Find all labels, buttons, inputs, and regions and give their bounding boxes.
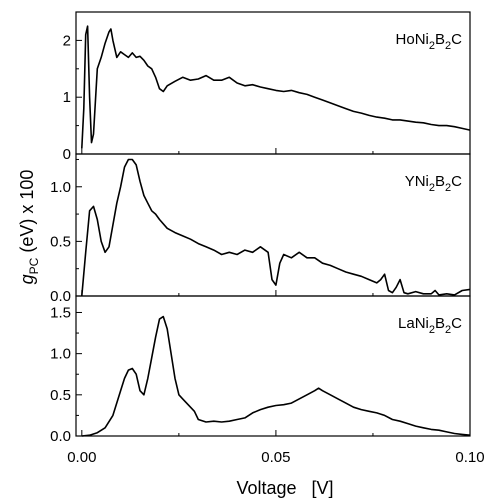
y-axis-title-sub: PC <box>27 257 41 274</box>
panel-2-label: YNi2B2C <box>405 173 462 194</box>
panel-1-series-line <box>81 25 471 149</box>
panel-3-label-part-3: 2 <box>445 324 451 336</box>
xtick-label-1: 0.05 <box>261 449 290 466</box>
panel-1-label-part-2: B <box>435 31 445 48</box>
xtick-label-0: 0.00 <box>67 449 96 466</box>
x-axis-title: Voltage [V] <box>236 478 333 498</box>
panel-3-label: LaNi2B2C <box>398 315 462 336</box>
y-axis-title-pre: g <box>17 274 37 284</box>
panel-2: 0.00.51.0 YNi2B2C <box>50 153 471 305</box>
panel-1-label-part-1: 2 <box>429 40 435 52</box>
panel-2-ytick-label-1: 0.5 <box>50 233 71 250</box>
panel-3-ytick-label-3: 1.5 <box>50 304 71 321</box>
panel-1-ytick-label-2: 2 <box>63 32 71 49</box>
panel-2-label-part-1: 2 <box>429 182 435 194</box>
y-axis-title-post: (eV) x 100 <box>17 170 37 258</box>
panel-2-label-part-3: 2 <box>445 182 451 194</box>
panel-2-label-part-4: C <box>451 173 462 190</box>
panel-2-ytick-label-0: 0.0 <box>50 288 71 305</box>
panel-2-label-part-0: YNi <box>405 173 429 190</box>
panel-3-ytick-label-1: 0.5 <box>50 387 71 404</box>
panel-1-label-part-4: C <box>451 31 462 48</box>
panel-1: 012 HoNi2B2C <box>63 11 471 163</box>
panel-3-label-part-0: LaNi <box>398 315 429 332</box>
panel-3-series-line <box>81 315 471 437</box>
panel-1-ytick-label-0: 0 <box>63 146 71 163</box>
panel-3-label-part-1: 2 <box>429 324 435 336</box>
panel-2-series-line <box>81 158 471 297</box>
panel-3-frame <box>75 295 471 437</box>
panel-1-label: HoNi2B2C <box>396 31 463 52</box>
panel-1-label-part-3: 2 <box>445 40 451 52</box>
panel-1-ytick-label-1: 1 <box>63 89 71 106</box>
panel-3-ytick-label-2: 1.0 <box>50 346 71 363</box>
panel-3-label-part-4: C <box>451 315 462 332</box>
panel-1-label-part-0: HoNi <box>396 31 429 48</box>
panel-3-ytick-label-0: 0.0 <box>50 428 71 445</box>
xtick-label-2: 0.10 <box>455 449 484 466</box>
y-axis-title: gPC (eV) x 100 <box>17 170 41 285</box>
panel-2-ytick-label-2: 1.0 <box>50 179 71 196</box>
panel-3-label-part-2: B <box>435 315 445 332</box>
panel-2-label-part-2: B <box>435 173 445 190</box>
